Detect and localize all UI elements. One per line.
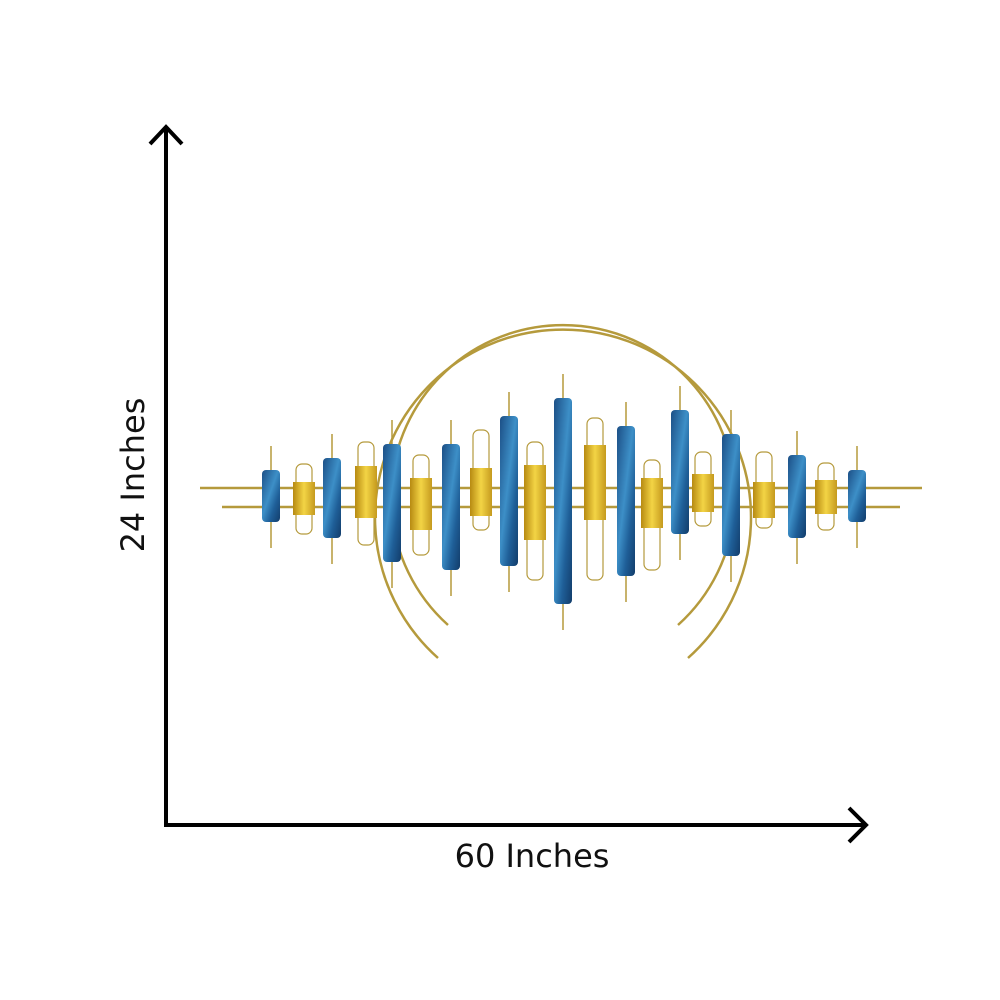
blue-bar	[671, 410, 689, 534]
wall-art	[200, 323, 922, 659]
gold-bar	[524, 465, 546, 540]
blue-bar	[788, 455, 806, 538]
gold-bar	[641, 478, 663, 528]
blue-bar	[383, 444, 401, 562]
gold-bar	[584, 445, 606, 520]
blue-bar	[323, 458, 341, 538]
blue-bar	[262, 470, 280, 522]
width-label: 60 Inches	[455, 837, 610, 875]
gold-bar	[815, 480, 837, 514]
blue-bar	[554, 398, 572, 604]
arrow-head	[148, 124, 184, 146]
blue-bar	[722, 434, 740, 556]
gold-ring	[373, 328, 753, 659]
blue-bar	[442, 444, 460, 570]
blue-bar	[617, 426, 635, 576]
gold-bar	[355, 466, 377, 518]
axes	[148, 124, 869, 844]
blue-bar	[848, 470, 866, 522]
height-label: 24 Inches	[114, 398, 152, 553]
gold-bar	[470, 468, 492, 516]
gold-bar	[753, 482, 775, 518]
blue-bar	[500, 416, 518, 566]
arrow-head	[847, 806, 869, 844]
gold-bar	[410, 478, 432, 530]
gold-bar	[692, 474, 714, 512]
gold-bar	[293, 482, 315, 515]
